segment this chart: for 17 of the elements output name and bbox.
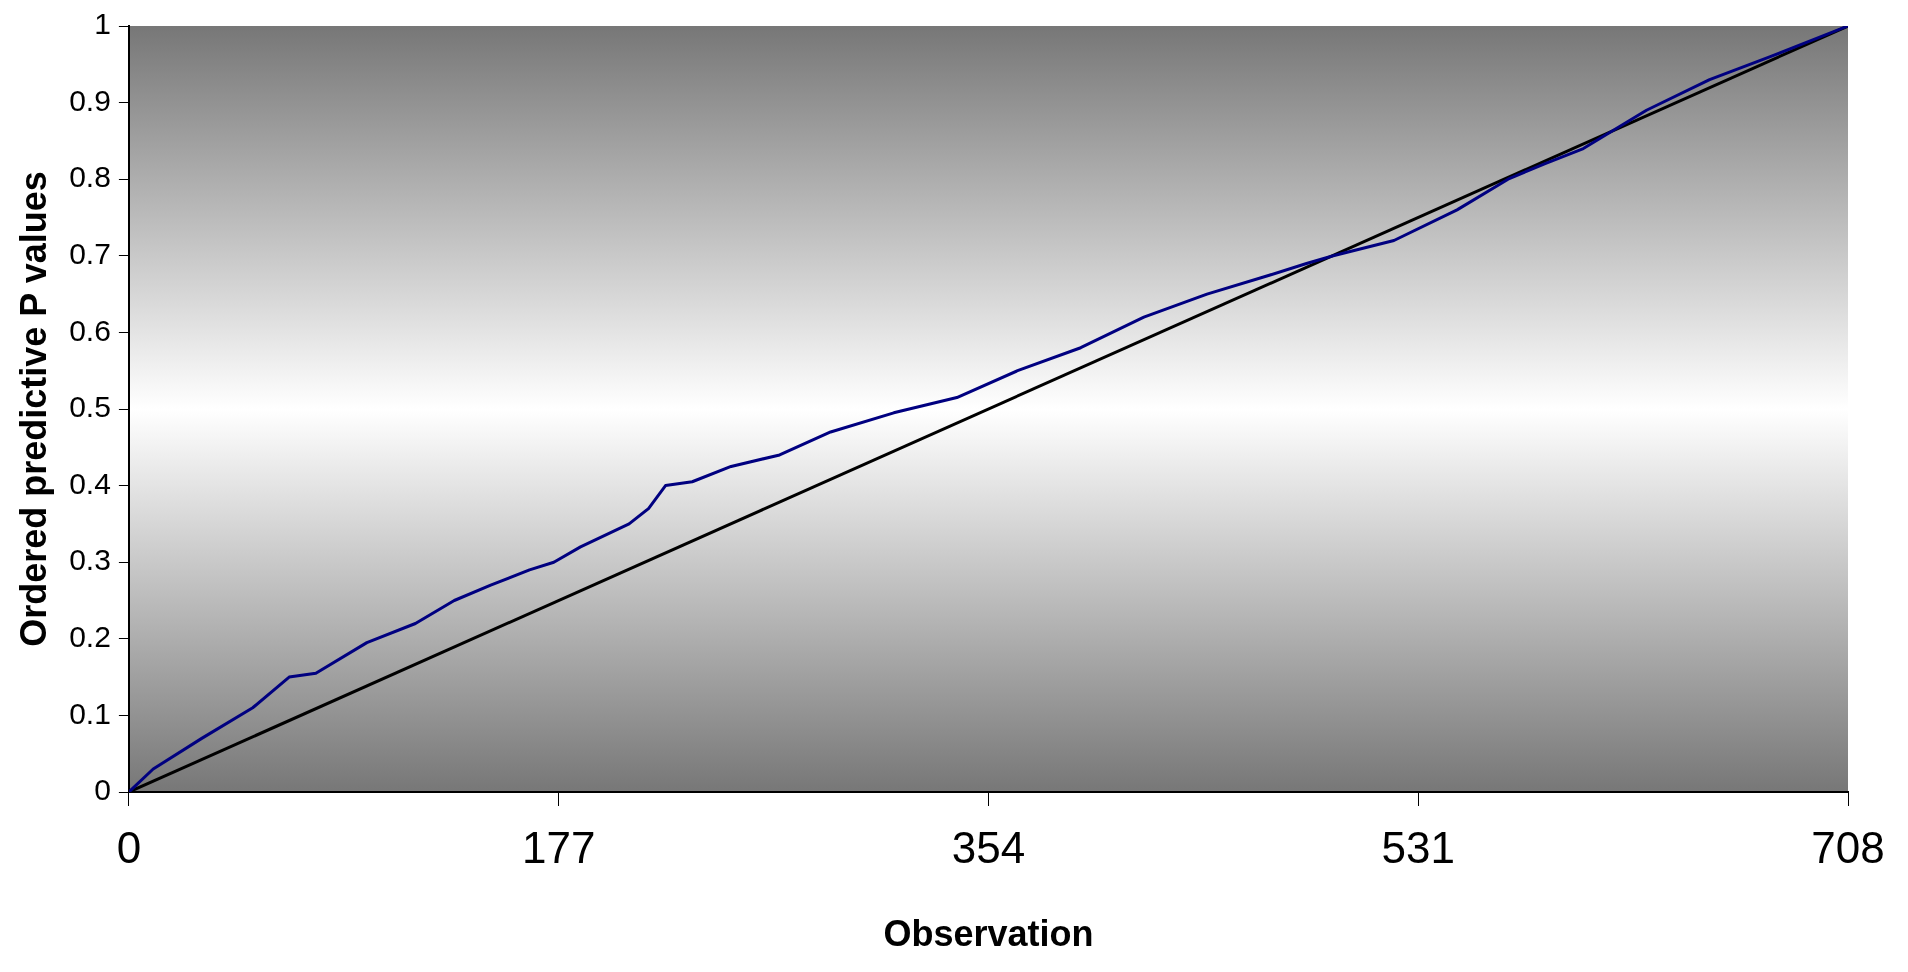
y-tick-label: 1 bbox=[94, 7, 111, 41]
y-tick-label: 0.7 bbox=[69, 237, 111, 271]
y-tick-label: 0.2 bbox=[69, 620, 111, 654]
x-tick-label: 354 bbox=[951, 822, 1026, 872]
x-axis-title: Observation bbox=[883, 913, 1094, 955]
y-tick-label: 0.8 bbox=[69, 160, 111, 194]
x-tick-label: 708 bbox=[1811, 822, 1885, 872]
y-axis-title: Ordered predictive P values bbox=[12, 171, 54, 647]
y-tick-label: 0.9 bbox=[69, 83, 111, 117]
y-tick-label: 0.3 bbox=[69, 543, 111, 577]
x-tick-label: 531 bbox=[1381, 822, 1455, 872]
y-tick-label: 0.1 bbox=[69, 696, 111, 730]
y-tick-label: 0.4 bbox=[69, 466, 111, 500]
y-tick-label: 0.6 bbox=[69, 313, 111, 347]
y-tick-label: 0.5 bbox=[69, 390, 111, 424]
x-tick-label: 177 bbox=[521, 822, 596, 872]
y-tick-label: 0 bbox=[94, 773, 111, 807]
